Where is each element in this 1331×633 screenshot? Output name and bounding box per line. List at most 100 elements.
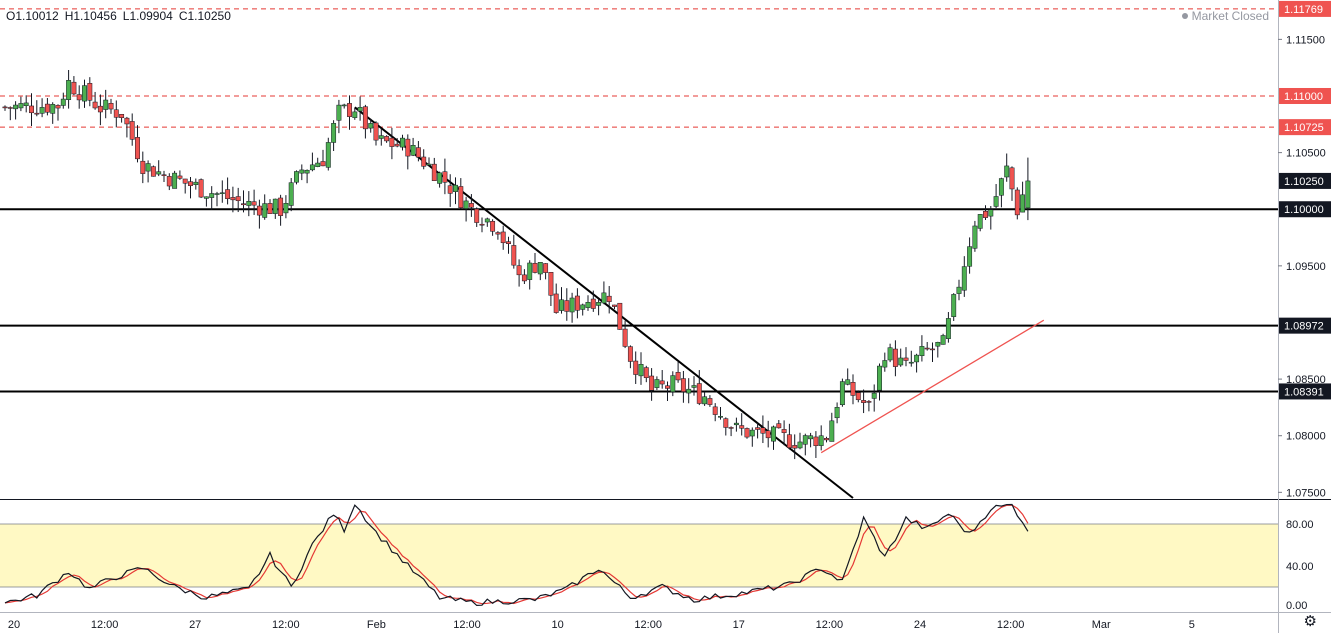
candle-body (802, 435, 808, 445)
candle-body (362, 106, 368, 130)
candle-body (272, 198, 278, 214)
candle-body (389, 137, 395, 147)
candle-body (871, 392, 877, 399)
candle-body (71, 81, 77, 95)
price-level-tag (1279, 201, 1331, 218)
ohlc-close: C1.10250 (178, 9, 231, 23)
horizontal-levels (0, 8, 1278, 393)
candle-body (829, 420, 835, 442)
price-level-tag-label: 1.10250 (1284, 176, 1324, 188)
candle-body (1020, 194, 1026, 213)
stochastic-band (0, 524, 1278, 587)
candle-body (877, 365, 882, 391)
price-level-tag-label: 1.10725 (1284, 122, 1324, 134)
stochastic-axis: 80.00 40.00 0.00 (1286, 519, 1314, 612)
candle-body (442, 171, 448, 183)
candle-body (13, 104, 19, 110)
price-level-tag (1279, 119, 1331, 136)
candle-body (993, 196, 999, 207)
ohlc-low: L1.09904 (122, 9, 173, 23)
candle-body (39, 107, 45, 114)
candle-body (193, 181, 199, 185)
candle-body (744, 428, 750, 438)
price-tick-label: 1.08000 (1286, 431, 1326, 443)
candle-body (474, 208, 480, 223)
stochastic-d-line (4, 504, 1029, 605)
price-level-tag (1279, 0, 1331, 17)
candle-body (601, 292, 607, 304)
candle-body (834, 407, 840, 419)
candle-body (749, 429, 755, 437)
candle-body (251, 201, 257, 206)
candle-body (649, 375, 655, 391)
candle-body (198, 179, 204, 198)
candle-body (172, 172, 178, 189)
price-tick-label: 1.11500 (1286, 34, 1325, 46)
candle-body (145, 163, 151, 172)
time-tick-label: Mar (1092, 619, 1111, 631)
candle-body (903, 357, 909, 361)
time-tick-label: 12:00 (997, 619, 1025, 631)
candle-body (225, 189, 231, 200)
candle-body (484, 218, 490, 223)
market-status: Market Closed (1181, 9, 1269, 23)
candle-body (309, 164, 315, 171)
candle-body (818, 435, 824, 446)
candle-body (574, 295, 580, 311)
candle-body (267, 203, 273, 214)
candle-body (776, 423, 782, 429)
candle-body (839, 381, 845, 406)
candle-body (453, 184, 458, 192)
candle-body (977, 214, 983, 229)
candle-body (521, 274, 527, 282)
time-tick-label: Feb (367, 619, 386, 631)
candle-body (76, 94, 82, 101)
candle-body (786, 434, 792, 448)
candle-body (150, 166, 156, 177)
candle-body (29, 105, 34, 114)
candle-body (537, 262, 543, 275)
price-level-tag (1279, 87, 1331, 104)
candle-body (1025, 180, 1031, 209)
time-tick-label: 24 (914, 619, 926, 631)
price-level-tag-label: 1.11769 (1284, 4, 1323, 16)
candle-body (262, 203, 268, 218)
stochastic-k-line (4, 503, 1029, 607)
candle-body (490, 221, 496, 232)
candle-body (707, 398, 713, 405)
candle-body (627, 346, 633, 362)
candle-body (930, 348, 935, 351)
price-level-tag (1279, 317, 1331, 334)
candle-body (612, 304, 617, 307)
candle-body (97, 105, 103, 113)
stochastic-lines (4, 503, 1029, 607)
price-tick-label: 1.08500 (1286, 374, 1326, 386)
gear-icon[interactable]: ⚙ (1303, 613, 1317, 630)
time-tick-label: 10 (551, 619, 563, 631)
time-tick-label: 12:00 (816, 619, 844, 631)
candle-body (755, 427, 761, 430)
candle-body (665, 385, 670, 389)
candle-body (129, 121, 135, 140)
candle-body (548, 272, 554, 296)
candle-body (278, 197, 284, 216)
candle-body (463, 200, 469, 209)
candle-body (940, 335, 946, 345)
candle-body (813, 436, 819, 446)
candle-body (23, 102, 29, 107)
candle-body (733, 422, 739, 426)
trendlines (354, 106, 1045, 499)
candle-body (209, 193, 215, 198)
candle-body (739, 425, 745, 429)
candle-body (44, 103, 50, 113)
stochastic-tick-label: 40.00 (1286, 561, 1314, 573)
candle-body (336, 104, 342, 121)
candle-body (765, 430, 771, 439)
candle-body (357, 106, 363, 112)
candle-body (161, 174, 167, 176)
time-tick-label: 5 (1189, 619, 1195, 631)
candle-body (675, 372, 681, 381)
candle-body (718, 416, 723, 418)
candle-body (702, 396, 708, 405)
